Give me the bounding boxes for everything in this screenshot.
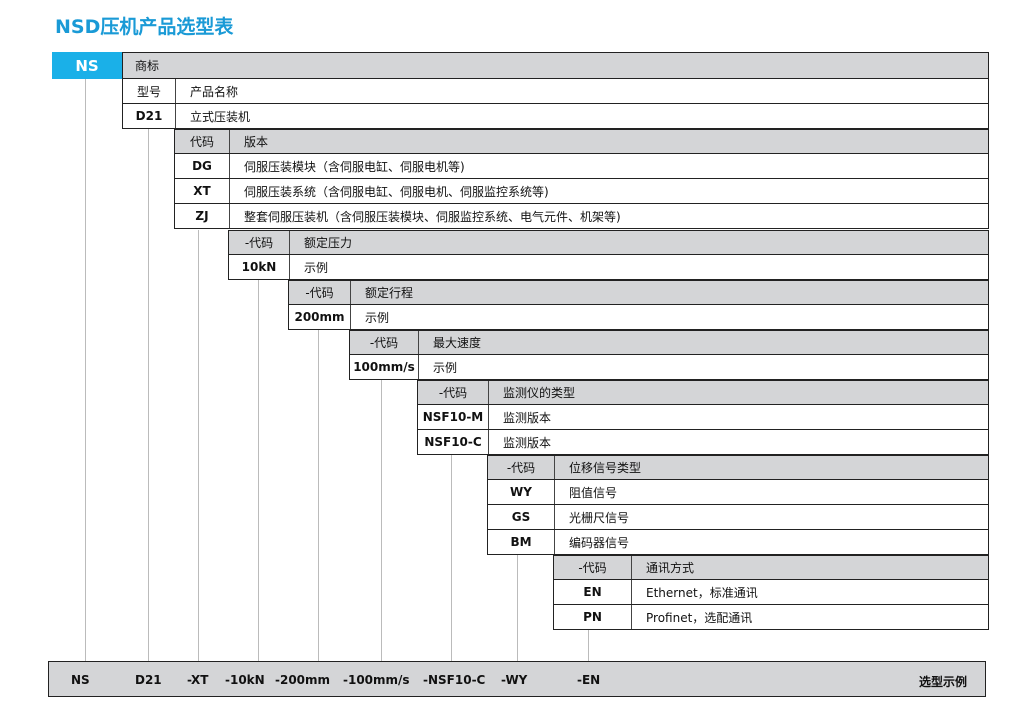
code-cell: BM <box>488 530 555 554</box>
connector-line <box>318 330 319 661</box>
connector-line <box>198 230 199 661</box>
code-cell: -代码 <box>229 231 290 254</box>
connector-line <box>588 630 589 661</box>
code-cell: EN <box>554 580 632 604</box>
description-cell: 伺服压装模块（含伺服电缸、伺服电机等) <box>244 159 465 174</box>
code-cell: -代码 <box>350 331 419 354</box>
example-part: -XT <box>187 673 209 687</box>
code-cell: DG <box>175 154 230 178</box>
brand-row: 商标 <box>122 52 989 79</box>
code-cell: PN <box>554 605 632 629</box>
description-cell: 伺服压装系统（含伺服电缸、伺服电机、伺服监控系统等) <box>244 184 549 199</box>
description-cell: 监测版本 <box>503 435 552 450</box>
code-cell: -代码 <box>418 381 489 404</box>
code-cell: NSF10-C <box>418 430 489 454</box>
description-cell: 最大速度 <box>433 336 482 350</box>
example-bar: NS D21 -XT -10kN -200mm -100mm/s -NSF10-… <box>48 661 986 697</box>
table-header-row: -代码 额定行程 <box>288 280 989 305</box>
description-cell: 额定压力 <box>304 236 353 250</box>
connector-line <box>381 380 382 661</box>
description-cell: 阻值信号 <box>569 485 618 500</box>
code-cell: -代码 <box>554 556 632 579</box>
code-cell: 200mm <box>289 305 351 329</box>
table-row: D21 立式压装机 <box>122 104 989 129</box>
code-cell: D21 <box>123 104 176 128</box>
table-header-row: 型号 产品名称 <box>122 79 989 104</box>
table-row: NSF10-M 监测版本 <box>417 405 989 430</box>
example-label: 选型示例 <box>919 675 968 689</box>
code-cell: WY <box>488 480 555 504</box>
code-cell: GS <box>488 505 555 529</box>
description-cell: 监测仪的类型 <box>503 386 576 400</box>
code-cell: NSF10-M <box>418 405 489 429</box>
example-part: -100mm/s <box>343 673 410 687</box>
table-header-row: -代码 通讯方式 <box>553 555 989 580</box>
code-cell: XT <box>175 179 230 203</box>
connector-line <box>148 129 149 661</box>
example-part: D21 <box>135 673 162 687</box>
description-cell: 示例 <box>304 260 329 275</box>
table-row: 100mm/s 示例 <box>349 355 989 380</box>
example-part: -10kN <box>225 673 265 687</box>
table-row: DG 伺服压装模块（含伺服电缸、伺服电机等) <box>174 154 989 179</box>
table-row: NSF10-C 监测版本 <box>417 430 989 455</box>
description-cell: 位移信号类型 <box>569 461 642 475</box>
example-part: NS <box>71 673 90 687</box>
description-cell: 监测版本 <box>503 410 552 425</box>
description-cell: Ethernet，标准通讯 <box>646 585 758 600</box>
table-row: EN Ethernet，标准通讯 <box>553 580 989 605</box>
table-header-row: -代码 监测仪的类型 <box>417 380 989 405</box>
description-cell: 产品名称 <box>190 84 239 99</box>
table-row: GS 光栅尺信号 <box>487 505 989 530</box>
description-cell: 编码器信号 <box>569 535 630 550</box>
example-part: -WY <box>501 673 528 687</box>
example-part: -NSF10-C <box>423 673 486 687</box>
table-header-row: -代码 最大速度 <box>349 330 989 355</box>
code-cell: ZJ <box>175 204 230 228</box>
description-cell: 版本 <box>244 135 269 149</box>
connector-line <box>517 555 518 661</box>
table-row: WY 阻值信号 <box>487 480 989 505</box>
table-row: BM 编码器信号 <box>487 530 989 555</box>
description-cell: 额定行程 <box>365 286 414 300</box>
description-cell: 示例 <box>365 310 390 325</box>
code-cell: -代码 <box>488 456 555 479</box>
connector-line <box>85 79 86 661</box>
description-cell: 立式压装机 <box>190 109 251 124</box>
table-row: PN Profinet，选配通讯 <box>553 605 989 630</box>
example-part: -EN <box>577 673 601 687</box>
brand-code: NS <box>52 52 122 79</box>
table-header-row: -代码 位移信号类型 <box>487 455 989 480</box>
table-row: 200mm 示例 <box>288 305 989 330</box>
code-cell: 代码 <box>175 130 230 153</box>
code-cell: 型号 <box>123 79 176 103</box>
code-cell: -代码 <box>289 281 351 304</box>
brand-label: 商标 <box>135 59 160 73</box>
example-part: -200mm <box>275 673 331 687</box>
table-header-row: -代码 额定压力 <box>228 230 989 255</box>
description-cell: 整套伺服压装机（含伺服压装模块、伺服监控系统、电气元件、机架等) <box>244 209 621 224</box>
page-title: NSD压机产品选型表 <box>55 16 234 38</box>
code-cell: 10kN <box>229 255 290 279</box>
description-cell: 光栅尺信号 <box>569 510 630 525</box>
table-header-row: 代码 版本 <box>174 129 989 154</box>
description-cell: Profinet，选配通讯 <box>646 610 753 625</box>
table-row: 10kN 示例 <box>228 255 989 280</box>
connector-line <box>451 455 452 661</box>
table-row: ZJ 整套伺服压装机（含伺服压装模块、伺服监控系统、电气元件、机架等) <box>174 204 989 229</box>
code-cell: 100mm/s <box>350 355 419 379</box>
table-row: XT 伺服压装系统（含伺服电缸、伺服电机、伺服监控系统等) <box>174 179 989 204</box>
description-cell: 通讯方式 <box>646 561 695 575</box>
connector-line <box>258 280 259 661</box>
description-cell: 示例 <box>433 360 458 375</box>
